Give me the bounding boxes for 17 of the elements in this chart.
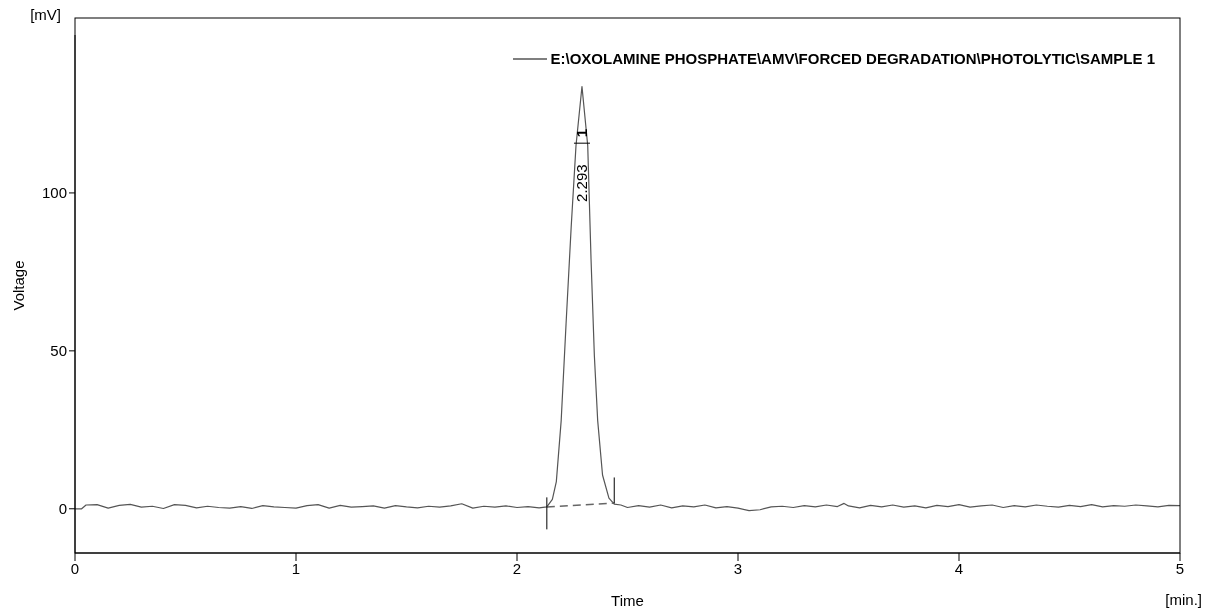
y-tick-label: 0: [58, 500, 67, 518]
line-series: [75, 85, 1180, 512]
x-tick-label: 5: [1175, 559, 1185, 577]
x-tick-label: 1: [291, 559, 301, 577]
x-axis-title: Time: [611, 592, 644, 609]
legend-label: E:\OXOLAMINE PHOSPHATE\AMV\FORCED DEGRADATION\PHOTOLYTIC\SAMPLE 1: [550, 50, 1155, 67]
x-tick-label: 0: [70, 559, 80, 577]
x-tick-label: 3: [733, 559, 743, 577]
y-axis-title: Voltage: [10, 260, 27, 311]
y-tick-label: 100: [41, 184, 67, 202]
text: [min.]: [1165, 591, 1202, 608]
y-tick-label: 50: [50, 342, 67, 360]
annotation: 1: [572, 129, 590, 138]
x-tick-label: 2: [512, 559, 522, 577]
text: [mV]: [30, 6, 61, 23]
x-tick-label: 4: [954, 559, 964, 577]
annotation: 2.293: [572, 164, 590, 202]
